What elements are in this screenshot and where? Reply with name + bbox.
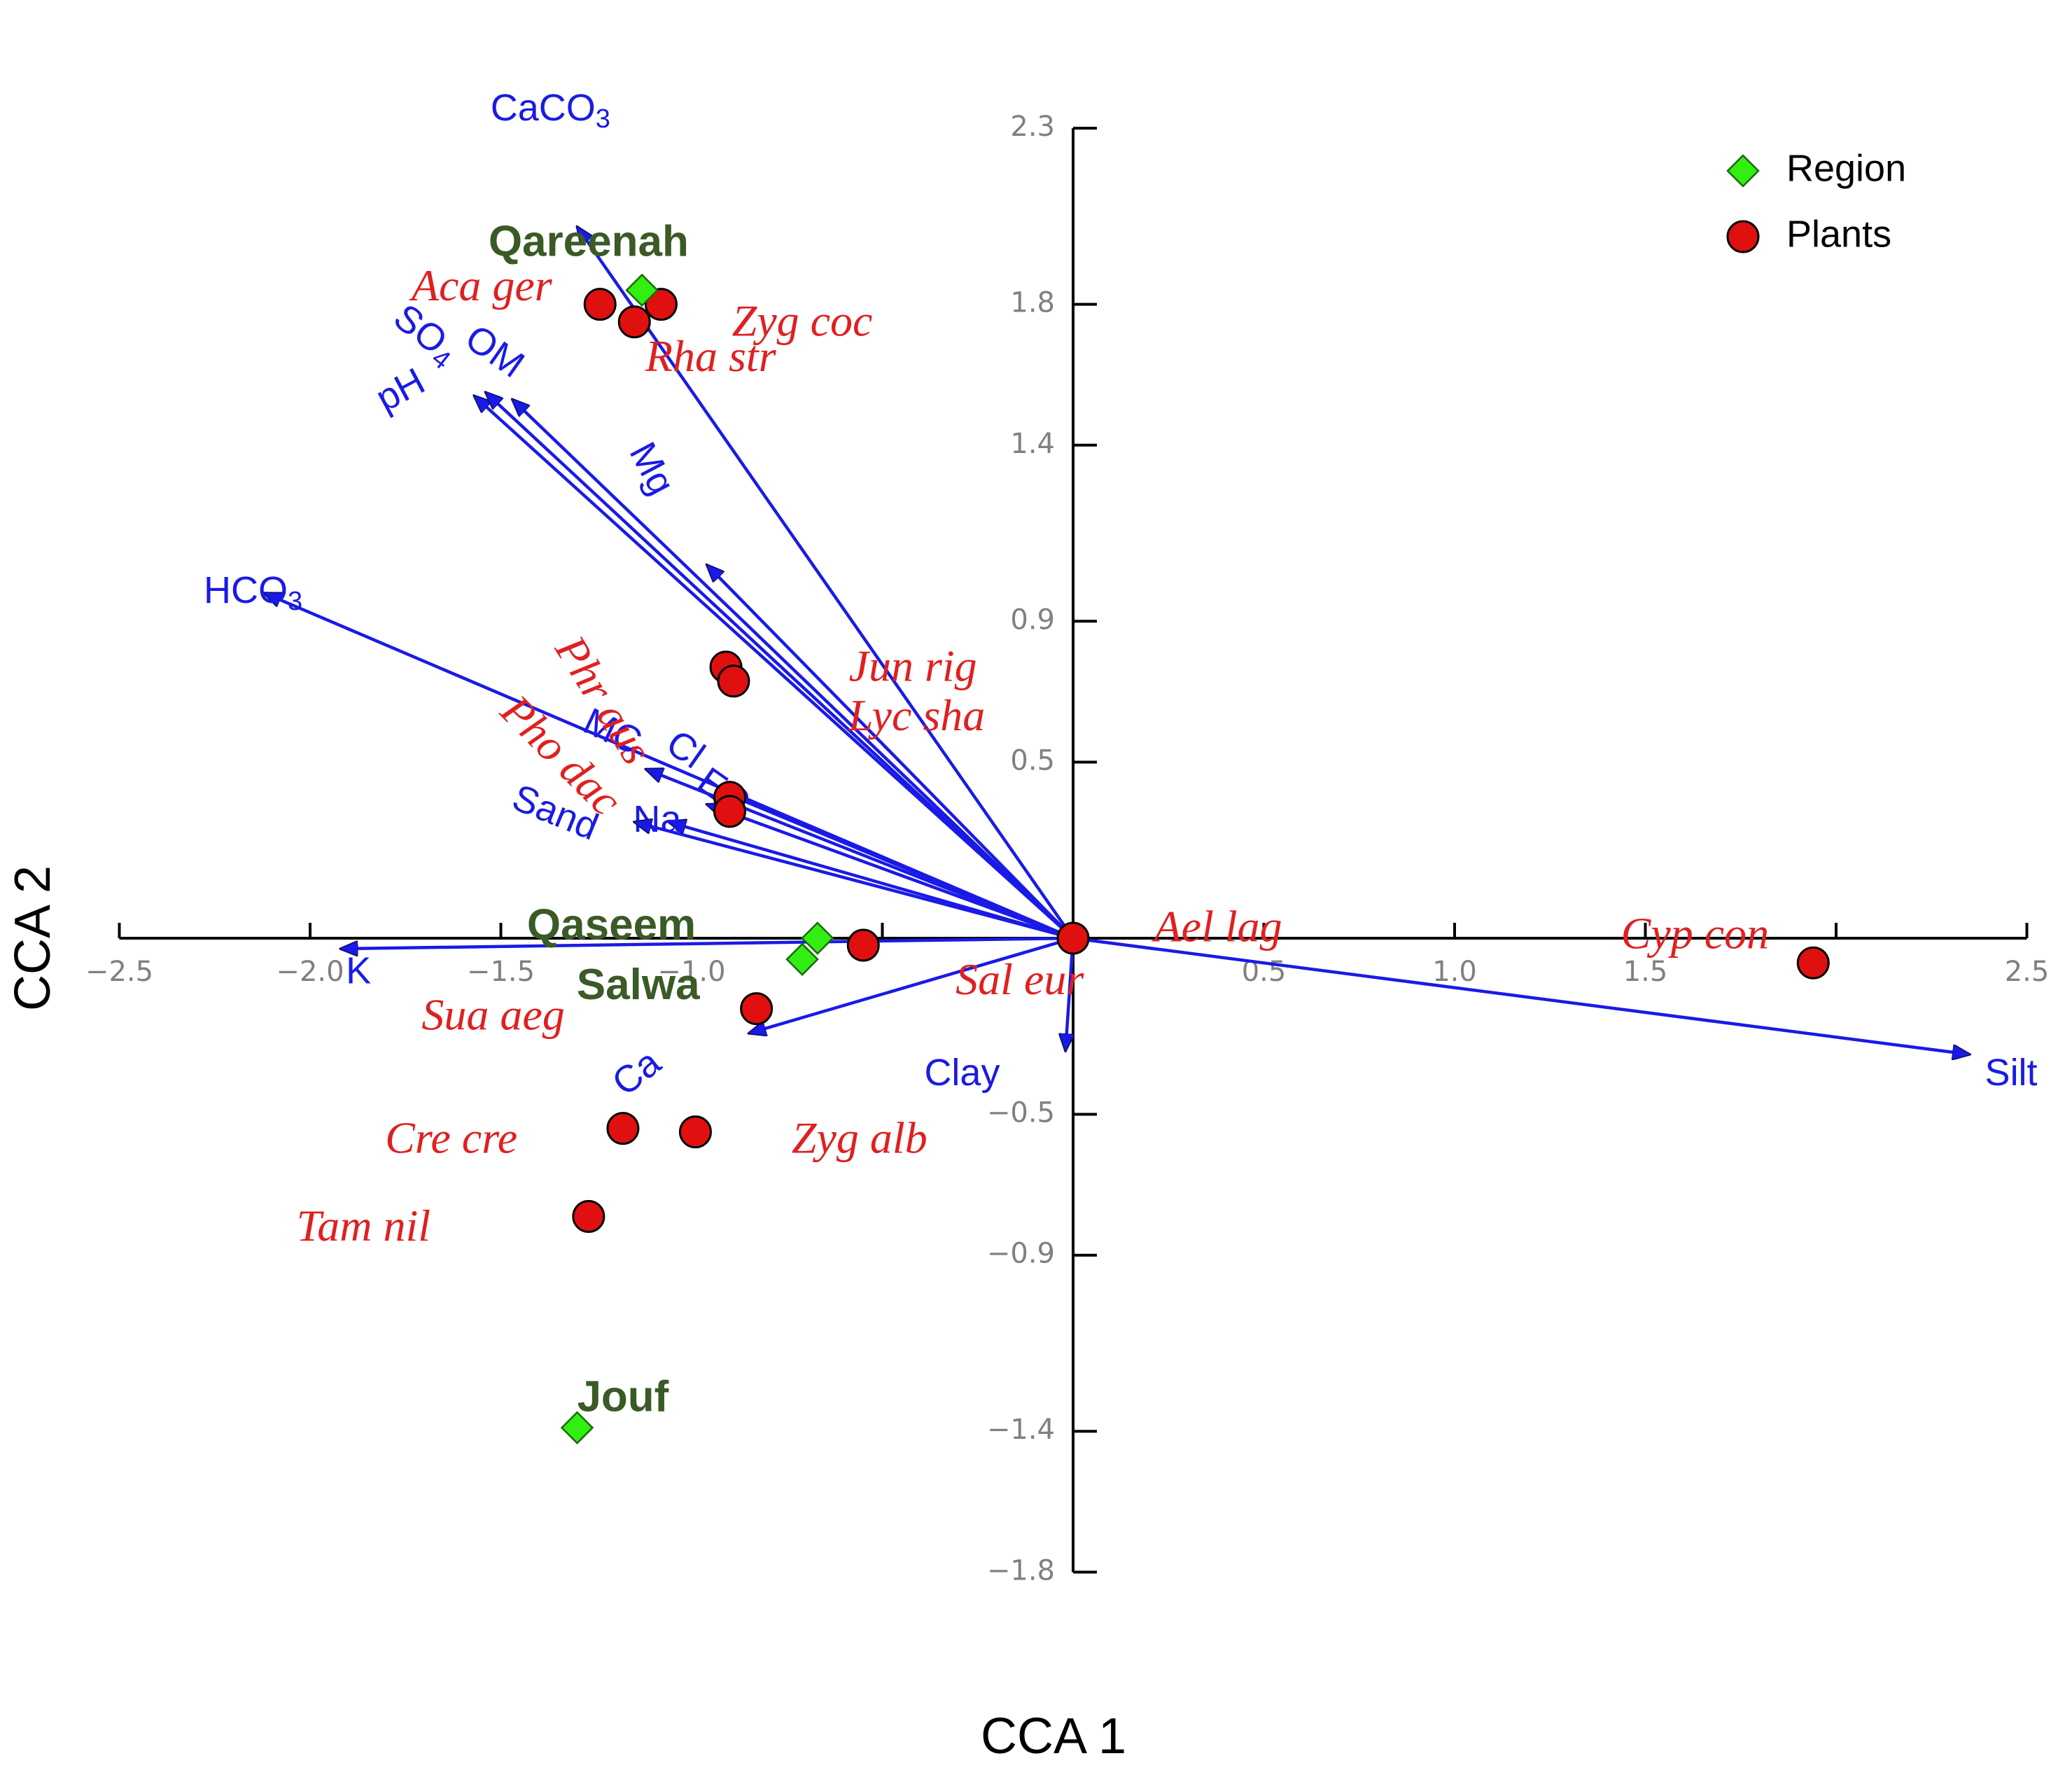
vector-label-clay: Clay xyxy=(924,1052,1000,1094)
vector-label-silt: Silt xyxy=(1985,1052,2038,1094)
legend: Region Plants xyxy=(1726,147,1906,255)
vector-label-k: K xyxy=(346,950,371,992)
region-label-jouf: Jouf xyxy=(577,1372,668,1421)
vector-so4 xyxy=(474,396,1074,940)
y-tick-label: 1.8 xyxy=(1010,287,1055,319)
plant-label: Tam nil xyxy=(297,1201,431,1250)
x-tick-label: 2.5 xyxy=(2005,956,2050,988)
x-tick-label: −2.5 xyxy=(85,956,153,988)
vector-om xyxy=(512,399,1074,940)
plant-point xyxy=(678,1115,712,1149)
plant-label: Cyp con xyxy=(1621,909,1770,959)
plant-label: Lyc sha xyxy=(848,690,985,740)
plant-label: Rha str xyxy=(645,331,777,381)
y-tick-label: 1.4 xyxy=(1010,428,1055,460)
plant-point xyxy=(583,288,617,321)
vector-label-caco3: CaCO3 xyxy=(491,87,610,134)
vector-mg xyxy=(707,565,1074,940)
x-tick-label: 1.0 xyxy=(1432,956,1477,988)
y-axis-title: CCA 2 xyxy=(5,865,61,1011)
region-points xyxy=(560,273,834,1444)
vector-label-ph: pH xyxy=(369,360,431,419)
y-tick-label: −0.9 xyxy=(987,1238,1055,1270)
vector-label-om: OM xyxy=(458,316,532,386)
plant-point xyxy=(1796,946,1830,980)
axes: −2.5 −2.0 −1.5 −1.0 0.5 1.0 1.5 2.5 2.3 1.8 1.4 0.9… xyxy=(5,111,2049,1764)
y-tick-label: −1.4 xyxy=(987,1414,1055,1446)
legend-marker-plants xyxy=(1726,220,1760,253)
vector-silt xyxy=(1072,936,1970,1054)
vector-cl xyxy=(718,788,1074,940)
vector-label-cl: Cl xyxy=(659,722,712,776)
region-label-qareenah: Qareenah xyxy=(489,217,689,265)
plant-point xyxy=(1056,921,1090,955)
plant-point xyxy=(617,305,651,339)
y-tick-label: −0.5 xyxy=(987,1097,1055,1129)
vector-clay xyxy=(1065,938,1075,1051)
vector-label-hco3: HCO3 xyxy=(204,569,302,616)
plant-label: Ael lag xyxy=(1152,902,1282,952)
plant-point xyxy=(644,288,678,321)
vector-ec xyxy=(707,804,1074,940)
vector-ca xyxy=(749,936,1074,1033)
region-point-qareenah xyxy=(625,273,659,307)
x-tick-label: −2.0 xyxy=(276,956,344,988)
plant-label: Cre cre xyxy=(385,1113,517,1162)
region-label-salwa: Salwa xyxy=(577,961,700,1009)
region-point-qaseem xyxy=(801,921,834,955)
vector-k xyxy=(341,936,1074,949)
region-label-qaseem: Qaseem xyxy=(527,900,696,949)
plant-points xyxy=(572,288,1830,1233)
plant-point xyxy=(846,928,880,962)
plant-point xyxy=(713,795,746,828)
plant-label: Sua aeg xyxy=(421,989,564,1039)
legend-marker-region xyxy=(1726,154,1760,188)
plant-point xyxy=(572,1199,606,1233)
y-tick-label: 0.9 xyxy=(1010,604,1055,636)
plant-label: Sal eur xyxy=(955,954,1084,1004)
region-point-jouf xyxy=(560,1411,594,1444)
legend-label-plants: Plants xyxy=(1786,213,1891,255)
vector-caco3 xyxy=(578,227,1074,940)
y-tick-label: −1.8 xyxy=(987,1554,1055,1587)
vector-sand xyxy=(634,822,1074,940)
plant-label: Zyg coc xyxy=(732,295,873,345)
y-tick-label: 2.3 xyxy=(1010,111,1055,143)
vector-label-mg: Mg xyxy=(621,435,682,501)
plant-point xyxy=(740,992,774,1026)
plant-label: Aca ger xyxy=(409,260,553,310)
x-axis-title: CCA 1 xyxy=(981,1708,1126,1764)
region-point-salwa xyxy=(785,942,819,976)
plant-label: Jun rig xyxy=(849,641,977,690)
plant-point xyxy=(606,1112,640,1145)
x-tick-label: −1.0 xyxy=(657,956,725,988)
plant-label: Zyg alb xyxy=(792,1113,927,1162)
x-tick-label: −1.5 xyxy=(467,956,535,988)
plant-point xyxy=(717,664,750,698)
vector-ph xyxy=(486,392,1074,940)
x-tick-label: 1.5 xyxy=(1623,956,1668,988)
y-tick-label: 0.5 xyxy=(1010,745,1055,777)
vector-label-ca: Ca xyxy=(605,1041,669,1104)
legend-label-region: Region xyxy=(1786,147,1906,189)
